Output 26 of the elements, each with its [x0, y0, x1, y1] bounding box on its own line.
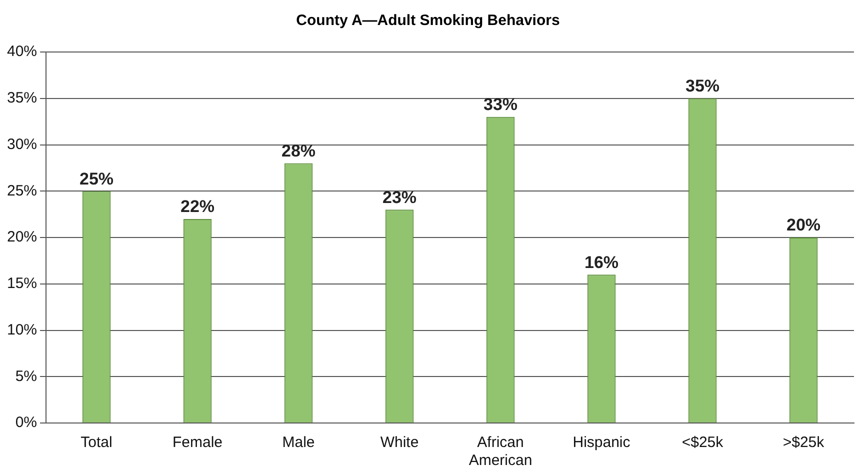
x-tick-label: Total: [80, 434, 112, 452]
y-tick-label: 40%: [6, 43, 38, 60]
data-label: 23%: [382, 188, 417, 207]
y-tick-label: 25%: [6, 182, 38, 200]
x-tick-label: African American: [468, 434, 532, 470]
y-tick-label: 20%: [6, 228, 38, 246]
data-label: 33%: [483, 95, 518, 114]
x-tick-label: <$25k: [682, 434, 724, 452]
chart-title: County A—Adult Smoking Behaviors: [295, 12, 561, 29]
y-tick-label: 5%: [15, 368, 38, 385]
y-tick-label: 10%: [6, 321, 38, 338]
y-tick-label: 0%: [15, 414, 38, 432]
x-tick-label: White: [380, 434, 419, 452]
y-tick-label: 30%: [6, 136, 38, 153]
data-label: 16%: [584, 252, 619, 272]
data-label: 35%: [685, 76, 720, 96]
y-tick-label: 35%: [6, 90, 38, 107]
data-label: 28%: [282, 141, 316, 160]
y-tick-label: 15%: [6, 275, 38, 292]
data-label: 25%: [80, 169, 114, 188]
x-tick-label: >$25k: [782, 434, 825, 452]
data-label: 22%: [180, 197, 215, 216]
x-tick-label: Female: [172, 434, 223, 452]
x-tick-label: Male: [282, 434, 315, 452]
data-label: 20%: [786, 216, 821, 235]
x-tick-label: Hispanic: [572, 434, 631, 452]
